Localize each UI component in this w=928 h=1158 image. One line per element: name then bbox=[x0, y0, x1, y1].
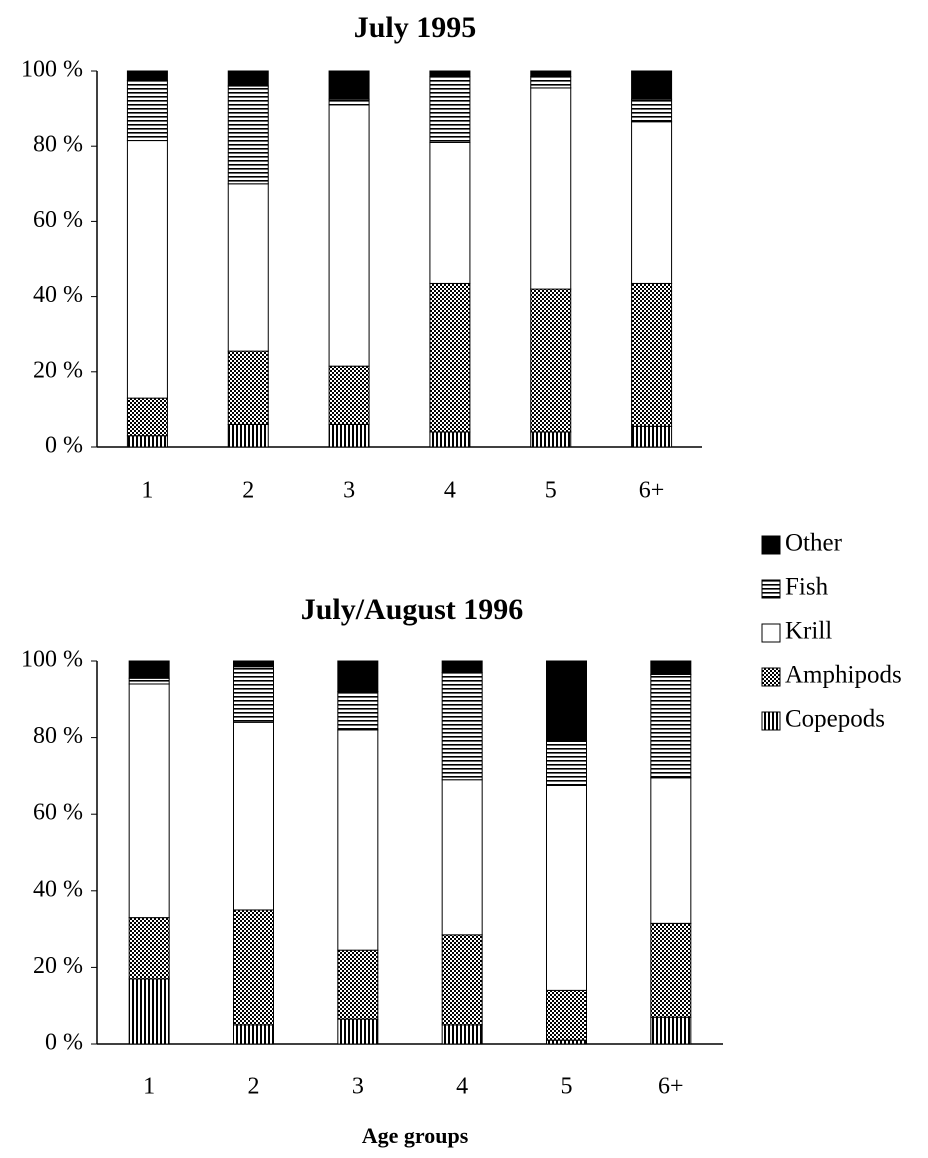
bar-segment bbox=[328, 104, 370, 367]
bar-segment: Krill bbox=[441, 779, 483, 936]
bar-segment: Krill bbox=[337, 729, 379, 951]
bar-segment bbox=[227, 70, 269, 87]
y-tick-label: 20 % bbox=[33, 953, 83, 979]
bar-segment bbox=[429, 431, 471, 448]
bar-segment: Fish bbox=[546, 740, 587, 786]
bar-segment: Copepods bbox=[546, 1039, 587, 1045]
bar-segment bbox=[227, 423, 269, 448]
bar-segment bbox=[429, 282, 471, 433]
bar-segment: Amphipods bbox=[441, 934, 483, 1026]
y-tick-label: 20 % bbox=[33, 357, 83, 383]
bar-segment: Other bbox=[441, 660, 483, 673]
bar-segment bbox=[126, 70, 168, 81]
x-tick-label: 6+ bbox=[658, 1074, 684, 1100]
y-tick-label: 60 % bbox=[33, 800, 83, 826]
bar-segment bbox=[328, 365, 370, 425]
bar-segment: Amphipods bbox=[337, 949, 379, 1020]
x-tick-label: 4 bbox=[456, 1074, 468, 1100]
bar-segment bbox=[328, 70, 370, 100]
bar-segment bbox=[227, 183, 269, 352]
bar-segment bbox=[631, 70, 673, 100]
bar-segment bbox=[227, 85, 269, 185]
x-tick-label: 5 bbox=[545, 478, 557, 504]
bar-segment bbox=[227, 350, 269, 425]
bar-segment: Krill bbox=[546, 784, 587, 991]
legend-label: Fish bbox=[785, 574, 829, 601]
x-tick-label: 6+ bbox=[639, 478, 665, 504]
bar-segment: Krill bbox=[128, 683, 170, 919]
y-tick-label: 40 % bbox=[33, 282, 83, 308]
legend-swatch bbox=[761, 579, 781, 599]
bar-segment: Other bbox=[650, 660, 692, 675]
bar-segment bbox=[631, 121, 673, 284]
bar-segment bbox=[429, 70, 471, 78]
x-tick-label: 5 bbox=[561, 1074, 573, 1100]
bar-segment: Copepods bbox=[233, 1024, 274, 1045]
legend-label: Other bbox=[785, 530, 843, 557]
legend-label: Copepods bbox=[785, 706, 885, 733]
x-tick-label: 3 bbox=[343, 478, 355, 504]
bar-segment: Fish bbox=[650, 673, 692, 779]
bar-segment: Fish bbox=[337, 691, 379, 731]
x-tick-label: 2 bbox=[248, 1074, 260, 1100]
x-tick-label: 1 bbox=[141, 478, 153, 504]
bar-segment bbox=[631, 98, 673, 123]
y-tick-label: 100 % bbox=[21, 647, 83, 673]
bar-segment: Copepods bbox=[128, 978, 170, 1045]
legend-label: Amphipods bbox=[785, 662, 902, 689]
bar-segment: Krill bbox=[233, 721, 274, 911]
bar-segment bbox=[126, 140, 168, 399]
bar-segment bbox=[126, 79, 168, 142]
y-tick-label: 100 % bbox=[21, 57, 83, 83]
bar-segment bbox=[429, 141, 471, 284]
bar-segment bbox=[530, 431, 572, 448]
bar-segment bbox=[530, 87, 572, 290]
bar-segment: Fish bbox=[128, 677, 170, 685]
bar-segment bbox=[126, 435, 168, 448]
y-tick-label: 0 % bbox=[45, 433, 83, 459]
bar-segment: Amphipods bbox=[128, 917, 170, 980]
bar-segment: Copepods bbox=[337, 1018, 379, 1045]
chart-title: July/August 1996 bbox=[301, 593, 524, 626]
y-tick-label: 80 % bbox=[33, 132, 83, 158]
y-tick-label: 60 % bbox=[33, 207, 83, 233]
bar-segment bbox=[429, 76, 471, 143]
x-tick-label: 1 bbox=[143, 1074, 155, 1100]
bar-segment: Other bbox=[337, 660, 379, 693]
bar-segment: Fish bbox=[441, 671, 483, 781]
y-tick-label: 40 % bbox=[33, 876, 83, 902]
bar-segment bbox=[328, 98, 370, 106]
bar-segment: Other bbox=[546, 660, 587, 742]
bar-segment: Fish bbox=[233, 666, 274, 723]
bar-segment: Amphipods bbox=[233, 909, 274, 1026]
chart-title: July 1995 bbox=[354, 11, 477, 44]
legend-swatch bbox=[761, 667, 781, 687]
x-axis-label: Age groups bbox=[362, 1123, 469, 1148]
bar-segment: Amphipods bbox=[546, 989, 587, 1041]
bar-segment: Other bbox=[233, 660, 274, 668]
bar-segment bbox=[631, 282, 673, 427]
x-tick-label: 3 bbox=[352, 1074, 364, 1100]
bar-segment: Other bbox=[128, 660, 170, 679]
legend-swatch bbox=[761, 535, 781, 555]
bar-segment: Copepods bbox=[441, 1024, 483, 1045]
y-tick-label: 0 % bbox=[45, 1030, 83, 1056]
legend-label: Krill bbox=[785, 618, 832, 645]
bar-segment bbox=[126, 397, 168, 437]
legend-swatch bbox=[761, 711, 781, 731]
bar-segment bbox=[530, 288, 572, 433]
x-tick-label: 4 bbox=[444, 478, 456, 504]
x-tick-label: 2 bbox=[242, 478, 254, 504]
bar-segment: Copepods bbox=[650, 1016, 692, 1045]
bar-segment bbox=[530, 76, 572, 89]
bar-segment bbox=[631, 425, 673, 448]
bar-segment: Krill bbox=[650, 777, 692, 924]
y-tick-label: 80 % bbox=[33, 723, 83, 749]
bar-segment bbox=[530, 70, 572, 78]
legend-swatch bbox=[761, 623, 781, 643]
bar-segment bbox=[328, 423, 370, 448]
bar-segment: Amphipods bbox=[650, 922, 692, 1018]
